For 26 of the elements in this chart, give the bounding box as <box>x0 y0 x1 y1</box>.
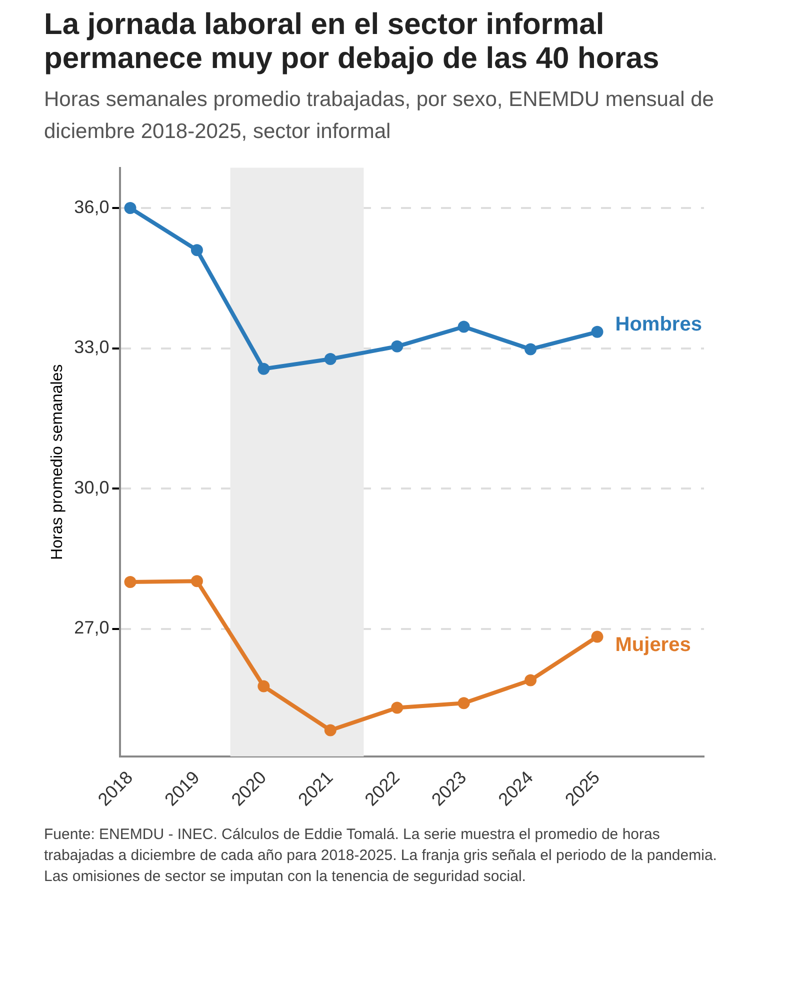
point <box>258 680 270 692</box>
y-tick-label: 36,0 <box>74 196 110 217</box>
series-label: Hombres <box>615 313 702 336</box>
point <box>124 202 136 214</box>
chart-title: La jornada laboral en el sector informal permanece muy por debajo de las 40 horas <box>44 8 660 76</box>
y-tick-label: 33,0 <box>74 337 110 358</box>
point <box>458 320 470 333</box>
point <box>258 362 270 375</box>
point <box>190 575 203 588</box>
chart-subtitle: Horas semanales promedio trabajadas, por sexo, ENEMDU mensual de diciembre 2018-2025, sector informal <box>44 87 715 145</box>
source-note: Fuente: ENEMDU - INEC. Cálculos de Eddie Tomalá. La serie muestra el promedio de horas trabajadas a diciembre de cada año para 2018-2025. La franja gris señala el periodo de la pandemia. Las omisiones de sector se imputan con la tenencia de seguridad social. <box>44 825 718 887</box>
series-label: Mujeres <box>615 634 691 656</box>
point <box>391 702 404 714</box>
point <box>591 630 604 643</box>
point <box>524 674 537 686</box>
point <box>458 697 470 710</box>
point <box>391 340 404 352</box>
point <box>124 576 136 588</box>
point <box>524 343 537 356</box>
point <box>324 724 336 736</box>
y-axis-title: Horas promedio semanales <box>49 364 66 560</box>
point <box>591 326 604 338</box>
point <box>324 353 336 366</box>
point <box>190 244 203 256</box>
y-tick-label: 27,0 <box>74 618 110 638</box>
y-tick-label: 30,0 <box>74 477 110 498</box>
